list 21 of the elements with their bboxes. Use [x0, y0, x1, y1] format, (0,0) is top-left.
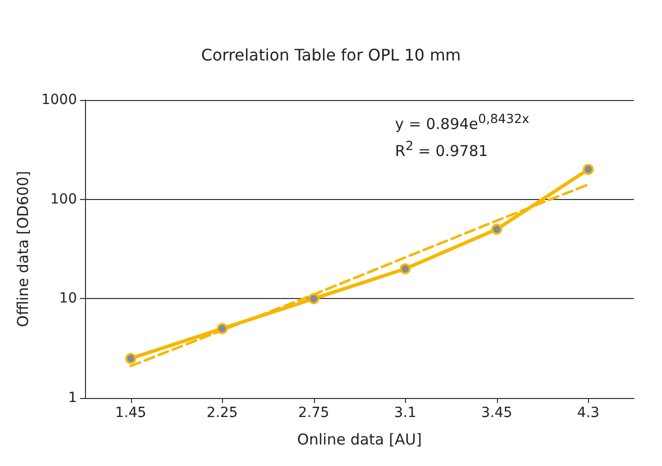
x-tick-label: 1.45: [115, 405, 146, 421]
x-tick-label: 2.25: [206, 405, 238, 421]
point: [216, 323, 228, 334]
annotation: R$^{2}$ = 0.9781: [395, 137, 489, 162]
point: [125, 352, 136, 364]
x-tick-label: 2.75: [298, 405, 330, 421]
y-tick-label: 1: [68, 390, 77, 406]
y-tick-label: 1000: [41, 92, 77, 108]
point: [400, 263, 411, 274]
point: [308, 293, 320, 304]
x-tick-label: 3.45: [481, 405, 512, 421]
x-tick-label: 4.3: [577, 405, 600, 421]
y-tick-label: 10: [59, 290, 77, 307]
chart-title: Correlation Table for OPL 10 mm: [201, 46, 461, 64]
x-tick-label: 3.1: [394, 405, 416, 421]
point: [491, 224, 502, 235]
y-tick-label: 100: [50, 191, 77, 208]
y-axis-title: Offline data [OD600]: [14, 170, 32, 328]
x-axis-title: Online data [AU]: [297, 430, 422, 448]
point: [582, 164, 594, 175]
annotation: y = 0.894e$^{0,8432x}$: [395, 110, 530, 135]
